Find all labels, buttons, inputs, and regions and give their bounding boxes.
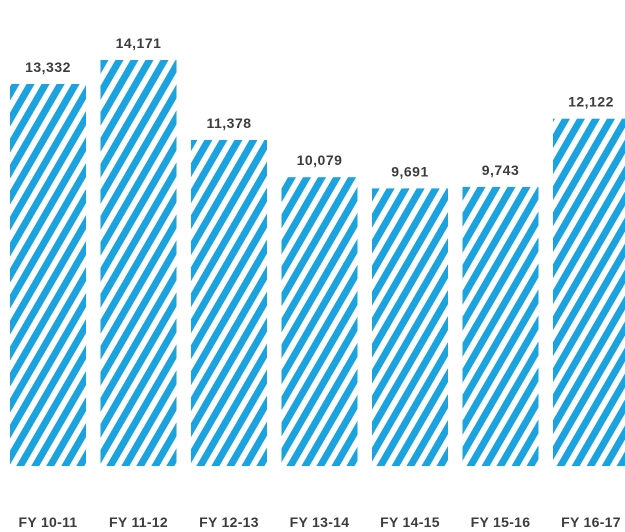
value-label: 11,378: [206, 115, 251, 131]
category-label: FY 13-14: [290, 514, 350, 530]
value-label: 10,079: [297, 152, 343, 168]
category-label: FY 14-15: [380, 514, 440, 530]
value-label: 12,122: [568, 94, 614, 110]
bar-fy-10-11: [10, 84, 86, 466]
value-label: 14,171: [116, 35, 162, 51]
category-label: FY 11-12: [109, 514, 168, 530]
bar-fy-16-17: [553, 118, 625, 466]
category-labels-group: FY 10-11 FY 11-12 FY 12-13 FY 13-14 FY 14-15…: [19, 514, 621, 530]
value-labels-group: 13,332 14,171 11,378 10,079 9,691 9,743 12,122: [25, 35, 614, 179]
value-label: 13,332: [25, 59, 71, 75]
bar-fy-15-16: [462, 186, 539, 466]
bar-fy-14-15: [372, 188, 448, 466]
bars-group: [10, 60, 625, 466]
category-label: FY 15-16: [471, 514, 531, 530]
category-label: FY 10-11: [19, 514, 78, 530]
value-label: 9,691: [391, 163, 429, 179]
category-label: FY 12-13: [199, 514, 259, 530]
bar-fy-11-12: [100, 60, 177, 466]
bar-fy-13-14: [281, 177, 358, 466]
category-label: FY 16-17: [561, 514, 621, 530]
bar-fy-12-13: [191, 140, 267, 466]
value-label: 9,743: [482, 162, 520, 178]
